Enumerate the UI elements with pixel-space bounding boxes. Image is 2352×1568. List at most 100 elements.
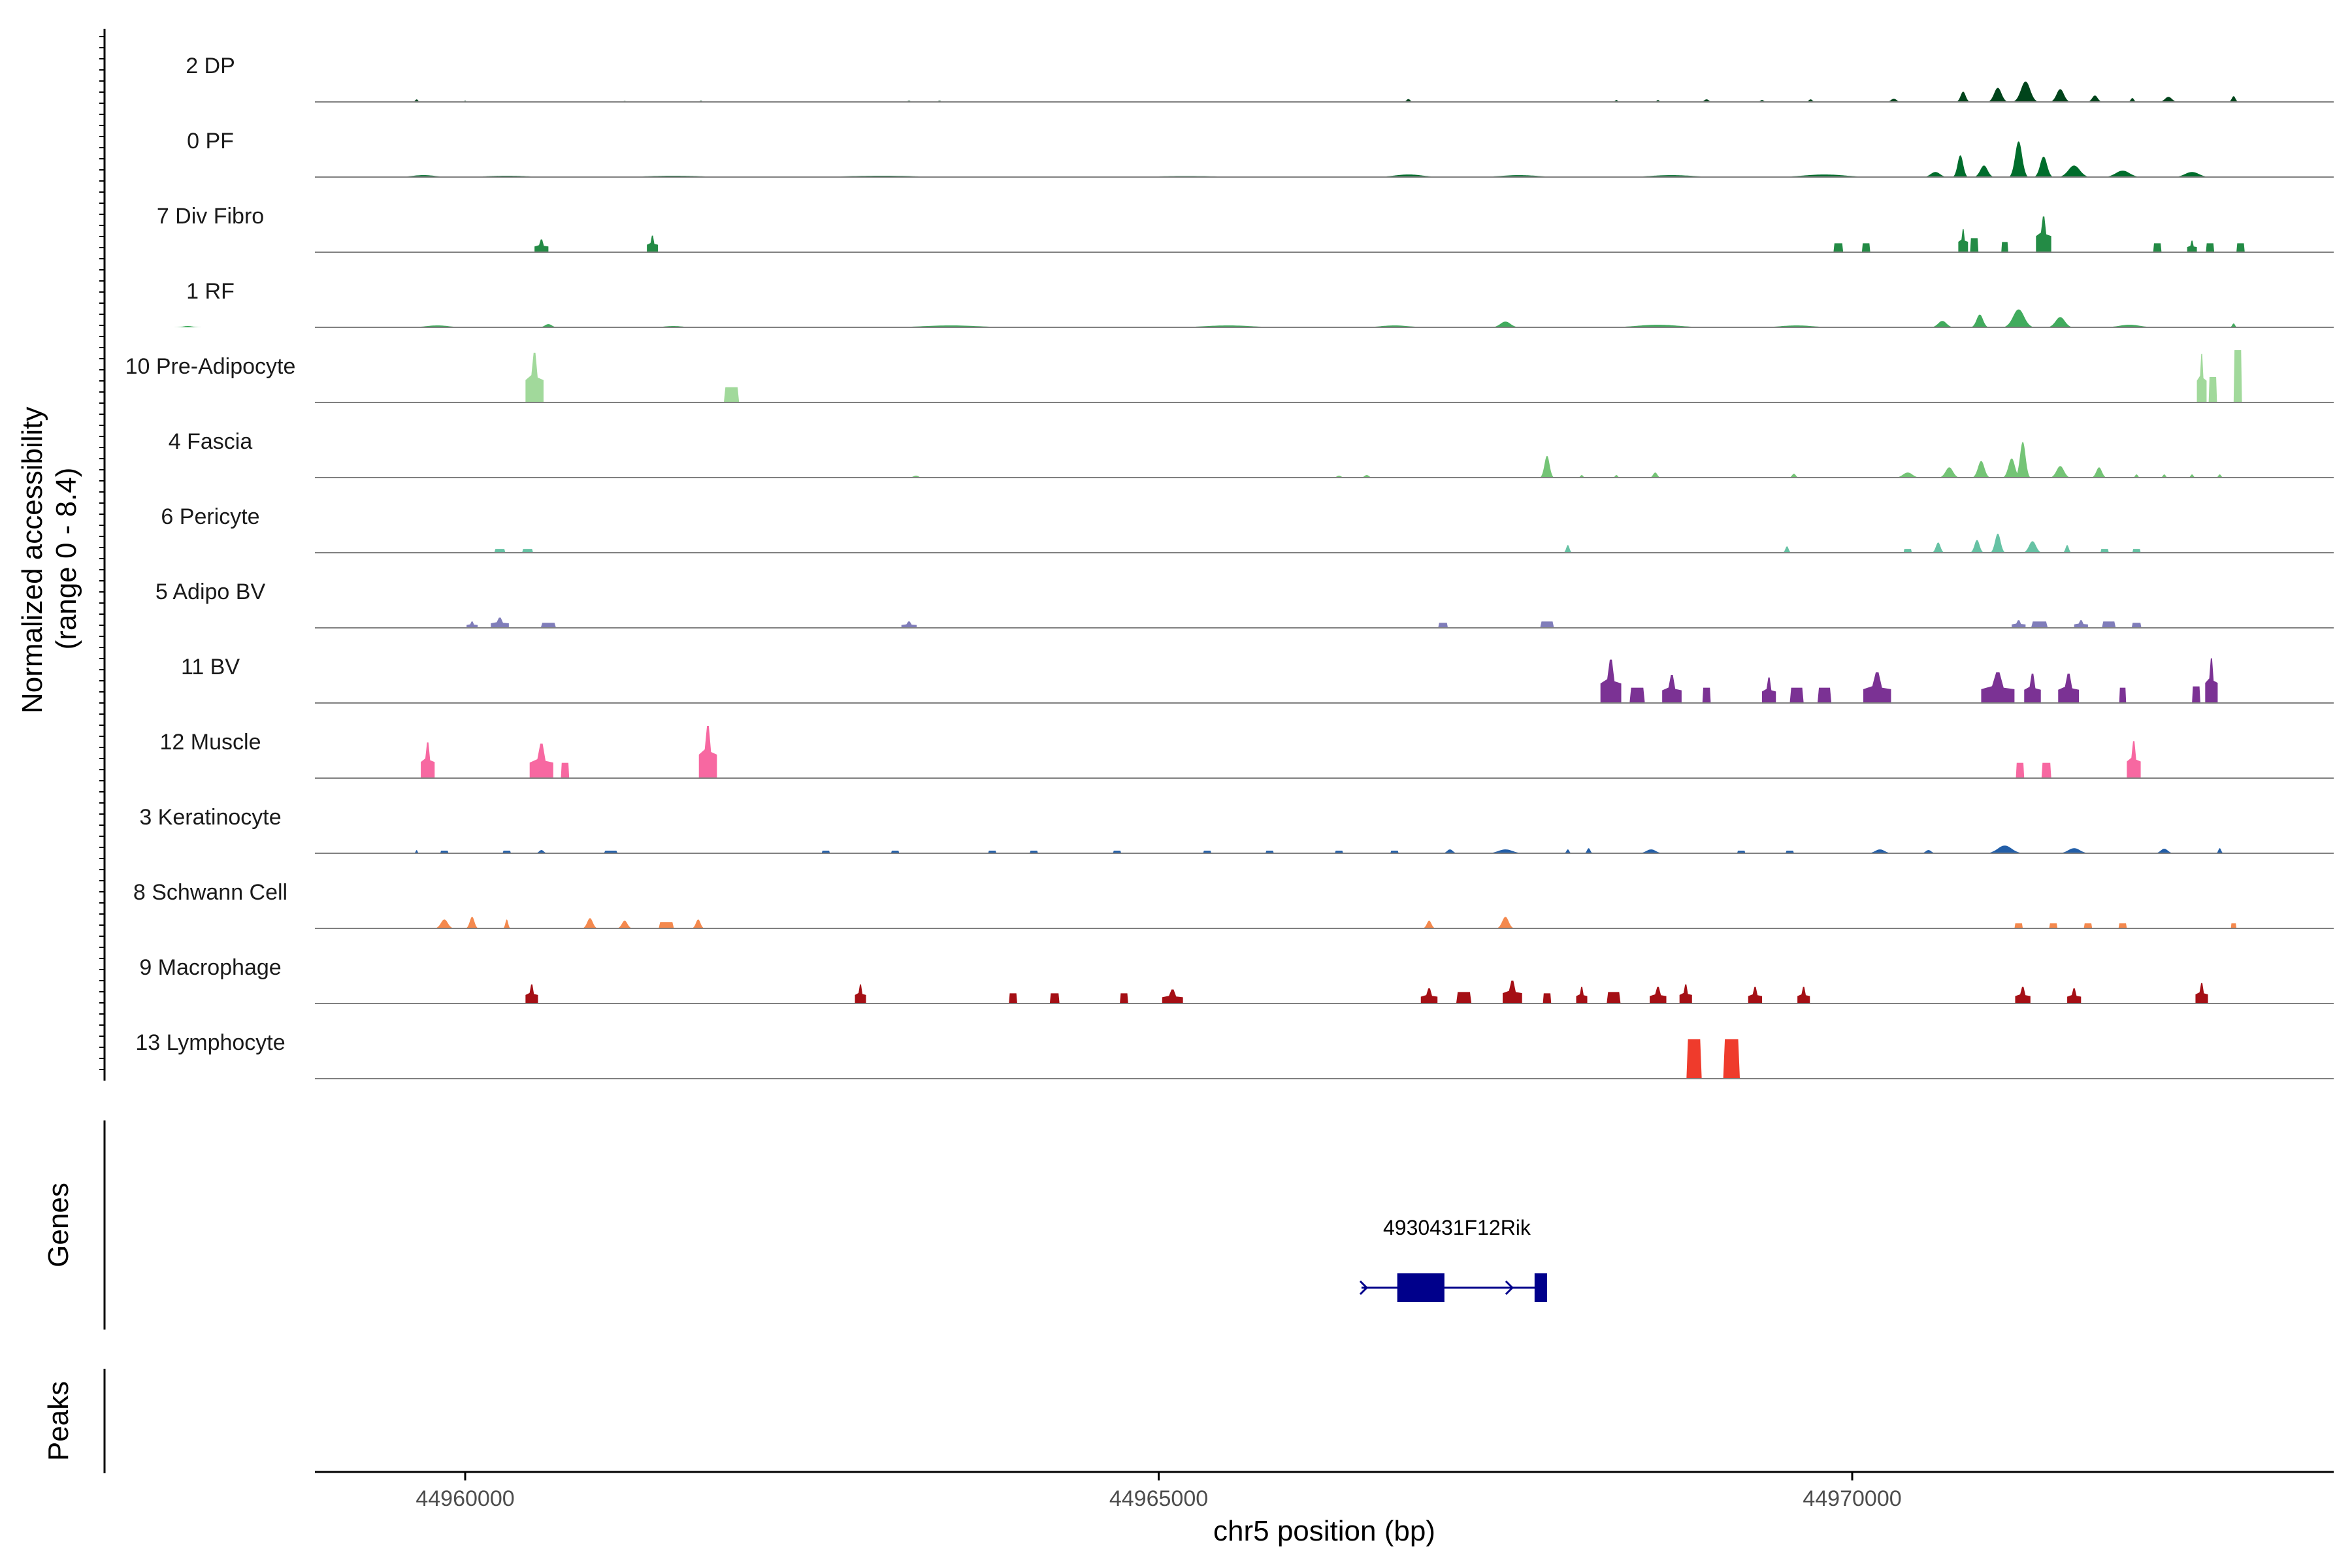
coverage-peak: [2160, 474, 2169, 478]
coverage-peak: [466, 621, 478, 628]
coverage-peak: [1584, 848, 1594, 853]
coverage-peak: [2187, 240, 2197, 252]
coverage-peak: [1490, 321, 1521, 327]
coverage-peak: [659, 922, 674, 928]
coverage-peak: [2132, 549, 2141, 553]
coverage-peak: [1049, 993, 1060, 1004]
track-6-pericyte: 6 Pericyte: [161, 504, 2334, 553]
coverage-peak: [522, 549, 534, 553]
coverage-peak: [2233, 350, 2242, 402]
coverage-peak: [494, 549, 506, 553]
coverage-peak: [1861, 243, 1870, 252]
coverage-peak: [529, 743, 553, 778]
coverage-peak: [2197, 353, 2207, 402]
coverage-peak: [723, 387, 740, 402]
y-axis-label: Normalized accessibility (range 0 - 8.4): [16, 404, 82, 713]
coverage-peak: [2158, 97, 2179, 102]
coverage-peak: [534, 850, 549, 853]
coverage-peak: [616, 921, 633, 928]
gene-exon: [1534, 1273, 1547, 1302]
coverage-peak: [1563, 849, 1573, 853]
coverage-peak: [1893, 472, 1922, 478]
coverage-peak: [1563, 545, 1573, 553]
coverage-peak: [1921, 172, 1950, 177]
track-label: 0 PF: [187, 129, 234, 154]
y-axis-ticks: [99, 36, 105, 1070]
coverage-peak: [2118, 923, 2127, 928]
coverage-peak: [1438, 623, 1448, 628]
coverage-peak: [2086, 95, 2104, 102]
coverage-peak: [1981, 672, 2015, 703]
coverage-peak: [1679, 984, 1692, 1004]
coverage-peak: [1984, 845, 2026, 853]
coverage-peak: [581, 918, 598, 928]
coverage-peak: [2153, 243, 2162, 252]
track-label: 4 Fascia: [169, 429, 253, 454]
x-axis-ticks: 44960000 44965000 44970000: [416, 1472, 1902, 1511]
coverage-peak: [2016, 762, 2025, 778]
coverage-peak: [174, 326, 202, 327]
track-2-dp: 2 DP: [186, 54, 2334, 103]
coverage-peak: [525, 984, 538, 1004]
strand-arrow: [1505, 1280, 1514, 1296]
coverage-peak: [2171, 172, 2213, 177]
track-label: 1 RF: [186, 279, 235, 304]
coverage-peak: [1607, 992, 1621, 1004]
coverage-peak: [1686, 1039, 1702, 1079]
coverage-peak: [1539, 455, 1555, 478]
track-0-pf: 0 PF: [187, 129, 2334, 178]
coverage-peak: [1648, 472, 1662, 478]
coverage-peak: [1885, 99, 1903, 102]
coverage-peak: [2036, 216, 2051, 252]
track-5-adipo-bv: 5 Adipo BV: [155, 580, 2334, 629]
coverage-peak: [2102, 171, 2144, 177]
track-8-schwann-cell: 8 Schwann Cell: [133, 880, 2334, 929]
coverage-peak: [1863, 672, 1891, 703]
coverage-peak: [2015, 987, 2031, 1004]
track-label: 6 Pericyte: [161, 504, 259, 529]
track-12-muscle: 12 Muscle: [160, 725, 2334, 779]
coverage-peak: [2049, 466, 2072, 478]
track-1-rf: 1 RF: [174, 279, 2334, 328]
coverage-peak: [1540, 621, 1554, 628]
coverage-peak: [2001, 242, 2008, 252]
coverage-peak: [2074, 620, 2088, 628]
coverage-peak: [1629, 687, 1645, 703]
x-tick-label: 44965000: [1109, 1486, 1208, 1511]
coverage-peak: [2230, 923, 2237, 928]
coverage-peak: [1788, 474, 1800, 478]
track-3-keratinocyte: 3 Keratinocyte: [139, 805, 2334, 854]
x-tick-label: 44970000: [1803, 1486, 1901, 1511]
coverage-peak: [2031, 621, 2048, 628]
coverage-peak: [1662, 675, 1682, 703]
coverage-peak: [1833, 243, 1844, 252]
coverage-peak: [2195, 983, 2208, 1004]
coverage-tracks: 2 DP 0 PF 7 Div Fibro 1 RF 10 Pre-Adipocyte 4…: [125, 54, 2334, 1079]
coverage-peak: [1920, 850, 1937, 853]
coverage-peak: [1972, 165, 1995, 177]
coverage-peak: [534, 239, 549, 252]
coverage-peak: [1789, 687, 1804, 703]
coverage-peak: [1495, 917, 1516, 928]
track-4-fascia: 4 Fascia: [169, 429, 2334, 478]
coverage-peak: [855, 984, 866, 1004]
coverage-peak: [2187, 474, 2197, 478]
coverage-peak: [1797, 987, 1810, 1004]
coverage-peak: [1456, 992, 1472, 1004]
x-axis-label: chr5 position (bp): [1213, 1515, 1435, 1547]
coverage-peak: [2215, 474, 2224, 478]
coverage-peak: [1958, 229, 1968, 252]
coverage-peak: [2132, 474, 2141, 478]
track-label: 5 Adipo BV: [155, 580, 266, 604]
coverage-peak: [2236, 243, 2245, 252]
coverage-peak: [1938, 467, 1961, 478]
coverage-peak: [1952, 155, 1969, 177]
coverage-peak: [1484, 849, 1527, 853]
coverage-peak: [1986, 88, 2009, 102]
coverage-peak: [1817, 687, 1832, 703]
coverage-peak: [2127, 98, 2138, 102]
coverage-peak: [1420, 988, 1438, 1004]
coverage-peak: [2012, 81, 2040, 102]
coverage-peak: [1702, 687, 1711, 703]
coverage-peak: [2067, 988, 2082, 1004]
